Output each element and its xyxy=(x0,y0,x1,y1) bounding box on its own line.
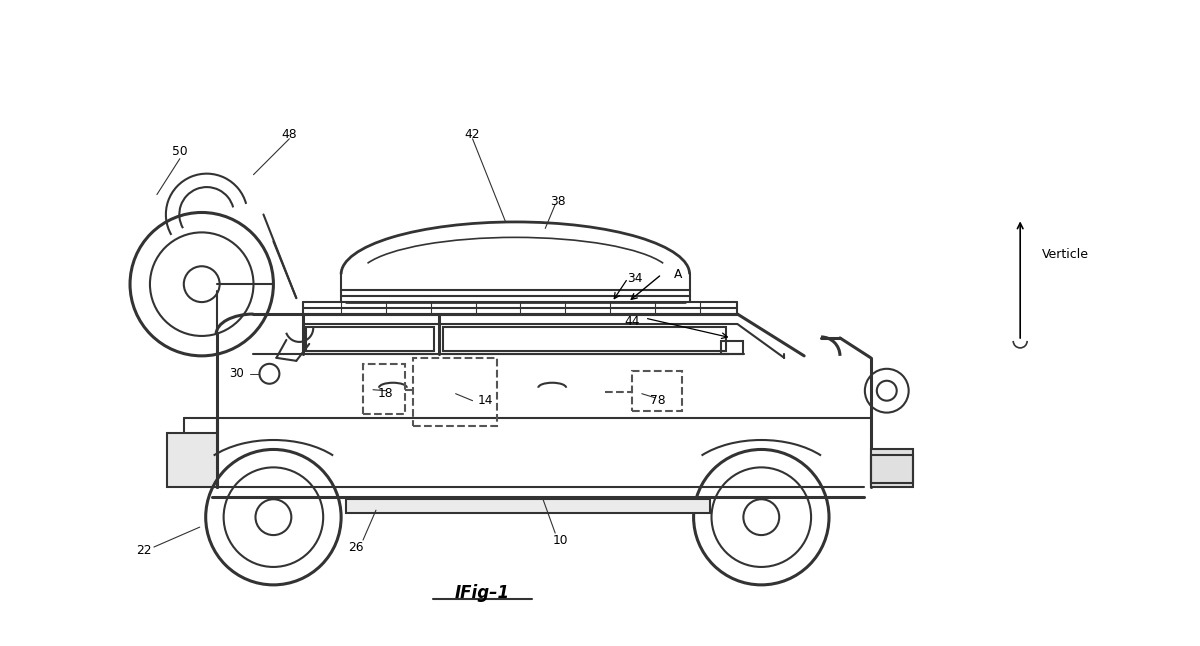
Bar xyxy=(364,364,404,413)
Bar xyxy=(167,433,217,487)
Text: 10: 10 xyxy=(552,534,568,547)
Text: A: A xyxy=(673,267,682,281)
Bar xyxy=(306,327,433,351)
Bar xyxy=(871,450,913,487)
Text: 34: 34 xyxy=(628,272,642,285)
Bar xyxy=(721,341,743,354)
Text: IFig–1: IFig–1 xyxy=(455,584,510,602)
Text: 78: 78 xyxy=(650,394,666,407)
Bar xyxy=(346,499,709,513)
Bar xyxy=(632,371,682,411)
Text: Verticle: Verticle xyxy=(1042,248,1090,261)
Text: 38: 38 xyxy=(551,195,566,208)
Bar xyxy=(413,358,498,426)
Bar xyxy=(871,455,913,483)
Bar xyxy=(443,327,726,351)
Text: 42: 42 xyxy=(464,129,480,141)
Text: 44: 44 xyxy=(624,315,640,328)
Text: 26: 26 xyxy=(348,541,364,554)
Text: 18: 18 xyxy=(378,387,394,400)
Text: 14: 14 xyxy=(478,394,493,407)
Text: 30: 30 xyxy=(229,368,244,380)
Text: 50: 50 xyxy=(172,145,187,158)
Text: 48: 48 xyxy=(282,129,298,141)
Text: 22: 22 xyxy=(137,543,151,556)
